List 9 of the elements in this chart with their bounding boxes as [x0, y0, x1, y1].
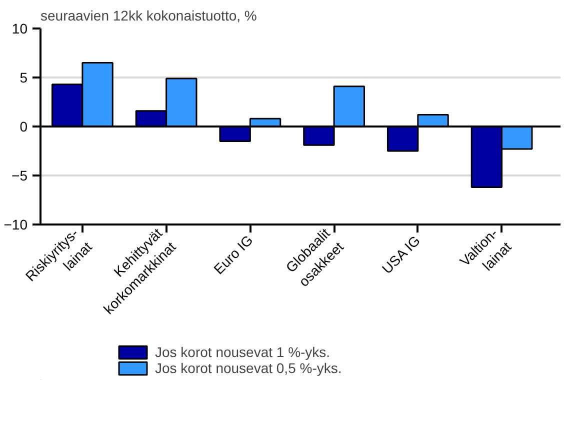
y-tick-label: 0 — [20, 118, 28, 134]
y-tick-label: −5 — [12, 168, 28, 184]
legend-label: Jos korot nousevat 0,5 %-yks. — [155, 360, 342, 376]
chart-title: seuraavien 12kk kokonaistuotto, % — [40, 8, 257, 24]
y-tick-label: 10 — [12, 20, 28, 36]
y-tick-label: −10 — [4, 216, 28, 232]
x-tick-label: USA IG — [378, 232, 424, 277]
legend-label: Jos korot nousevat 1 %-yks. — [155, 344, 330, 360]
y-tick-label: 5 — [20, 70, 28, 86]
